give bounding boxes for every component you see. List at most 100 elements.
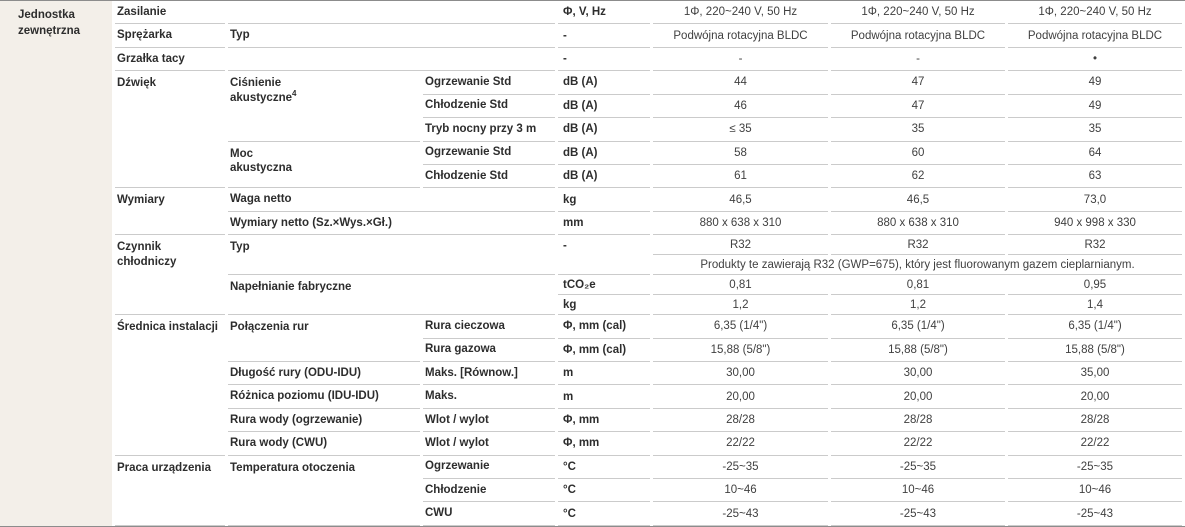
category-refrigerant: Czynnik chłodniczy	[115, 235, 225, 316]
row-sound-pressure-cooling: Chłodzenie Std dB (A) 46 47 49	[115, 95, 1182, 119]
subcategory-cell: Połączenia rur	[228, 315, 420, 362]
spec-label: Chłodzenie	[423, 479, 555, 503]
value-cell: 10~46	[653, 479, 828, 503]
subcategory-cell: Rura wody (CWU)	[228, 432, 420, 456]
value-cell: -	[653, 48, 828, 72]
category-compressor: Sprężarka	[115, 24, 225, 48]
value-cell: -25~35	[1008, 456, 1182, 480]
unit-cell: dB (A)	[558, 118, 650, 142]
value-cell: 10~46	[1008, 479, 1182, 503]
value-cell: 47	[831, 71, 1005, 95]
unit-cell: -	[558, 235, 650, 276]
value-cell: 22/22	[831, 432, 1005, 456]
unit-cell: °C	[558, 456, 650, 480]
unit-cell: Φ, mm (cal)	[558, 339, 650, 362]
value-cell: 0,81	[831, 275, 1005, 296]
value-cell: 47	[831, 95, 1005, 119]
empty-cell	[228, 48, 555, 72]
subcategory-cell: Wymiary netto (Sz.×Wys.×Gł.)	[228, 212, 555, 236]
spec-label: Ogrzewanie	[423, 456, 555, 480]
value-cell: -	[831, 48, 1005, 72]
value-cell: -25~43	[831, 502, 1005, 526]
value-cell: 58	[653, 142, 828, 165]
value-cell: 0,95	[1008, 275, 1182, 296]
value-cell: 1,4	[1008, 295, 1182, 316]
footnote-marker: 4	[292, 89, 297, 99]
unit-cell: -	[558, 24, 650, 48]
spec-label: Tryb nocny przy 3 m	[423, 118, 555, 142]
category-power: Zasilanie	[115, 1, 225, 25]
value-cell: 49	[1008, 95, 1182, 119]
spec-table: Zasilanie Φ, V, Hz 1Φ, 220~240 V, 50 Hz …	[112, 1, 1185, 526]
value-cell: 20,00	[1008, 385, 1182, 409]
value-cell: 46	[653, 95, 828, 119]
value-cell: 44	[653, 71, 828, 95]
spec-label: Chłodzenie Std	[423, 165, 555, 189]
value-cell: 15,88 (5/8")	[653, 339, 828, 362]
value-cell: 880 x 638 x 310	[831, 212, 1005, 236]
value-cell: 35	[831, 118, 1005, 142]
unit-cell: °C	[558, 502, 650, 526]
row-compressor: Sprężarka Typ - Podwójna rotacyjna BLDC …	[115, 24, 1182, 48]
value-cell: •	[1008, 48, 1182, 72]
category-dimensions: Wymiary	[115, 188, 225, 236]
value-cell: 73,0	[1008, 188, 1182, 212]
value-cell: 20,00	[831, 385, 1005, 409]
subcategory-cell: Napełnianie fabryczne	[228, 275, 555, 316]
value-cell: 46,5	[653, 188, 828, 212]
value-cell: 28/28	[831, 409, 1005, 433]
value-cell: 46,5	[831, 188, 1005, 212]
row-refrigerant-note: Produkty te zawierają R32 (GWP=675), któ…	[115, 255, 1182, 276]
value-cell: R32	[1008, 235, 1182, 256]
row-ambient-cooling: Chłodzenie °C 10~46 10~46 10~46	[115, 479, 1182, 503]
spec-label: Wlot / wylot	[423, 432, 555, 456]
value-cell: 62	[831, 165, 1005, 189]
row-factory-charge-kg: kg 1,2 1,2 1,4	[115, 295, 1182, 316]
value-cell: Podwójna rotacyjna BLDC	[1008, 24, 1182, 48]
value-cell: 880 x 638 x 310	[653, 212, 828, 236]
subcategory-cell: Rura wody (ogrzewanie)	[228, 409, 420, 433]
spec-label: Rura cieczowa	[423, 315, 555, 339]
empty-cell	[228, 1, 555, 25]
value-cell: 30,00	[831, 362, 1005, 386]
value-cell: 10~46	[831, 479, 1005, 503]
unit-cell: tCO₂e	[558, 275, 650, 296]
subcategory-sound-power: Moc akustyczna	[228, 142, 420, 189]
unit-cell: -	[558, 48, 650, 72]
value-cell: 22/22	[653, 432, 828, 456]
spec-table-wrap: Zasilanie Φ, V, Hz 1Φ, 220~240 V, 50 Hz …	[112, 1, 1185, 526]
unit-cell: dB (A)	[558, 95, 650, 119]
category-pan-heater: Grzałka tacy	[115, 48, 225, 72]
value-cell: 28/28	[1008, 409, 1182, 433]
value-cell: 1Φ, 220~240 V, 50 Hz	[653, 1, 828, 25]
unit-cell: kg	[558, 295, 650, 316]
row-liquid-pipe: Średnica instalacji Połączenia rur Rura …	[115, 315, 1182, 456]
value-cell: 28/28	[653, 409, 828, 433]
category-operation: Praca urządzenia	[115, 456, 225, 526]
spec-label: Wlot / wylot	[423, 409, 555, 433]
row-level-difference: Różnica poziomu (IDU-IDU) Maks. m 20,00 …	[115, 385, 1182, 409]
value-cell: 15,88 (5/8")	[831, 339, 1005, 362]
value-cell: 35	[1008, 118, 1182, 142]
value-cell: R32	[831, 235, 1005, 256]
value-cell: 1Φ, 220~240 V, 50 Hz	[831, 1, 1005, 25]
category-piping: Średnica instalacji	[115, 315, 225, 456]
outdoor-unit-section-label: Jednostka zewnętrzna	[0, 1, 112, 526]
row-factory-charge-tco2e: Napełnianie fabryczne tCO₂e 0,81 0,81 0,…	[115, 275, 1182, 316]
subcategory-cell: Typ	[228, 24, 555, 48]
row-net-dimensions: Wymiary netto (Sz.×Wys.×Gł.) mm 880 x 63…	[115, 212, 1182, 236]
unit-cell: Φ, mm (cal)	[558, 315, 650, 339]
unit-cell: kg	[558, 188, 650, 212]
value-cell: 22/22	[1008, 432, 1182, 456]
value-cell: 1Φ, 220~240 V, 50 Hz	[1008, 1, 1182, 25]
subcategory-cell: Długość rury (ODU-IDU)	[228, 362, 420, 386]
row-net-weight: Wymiary Waga netto kg 46,5 46,5 73,0	[115, 188, 1182, 236]
value-cell: 1,2	[831, 295, 1005, 316]
sound-pressure-label: Ciśnienie akustyczne	[230, 77, 293, 105]
unit-cell: Φ, mm	[558, 409, 650, 433]
spec-label: Chłodzenie Std	[423, 95, 555, 119]
unit-cell: dB (A)	[558, 71, 650, 95]
value-cell: 49	[1008, 71, 1182, 95]
value-cell: 6,35 (1/4")	[831, 315, 1005, 339]
